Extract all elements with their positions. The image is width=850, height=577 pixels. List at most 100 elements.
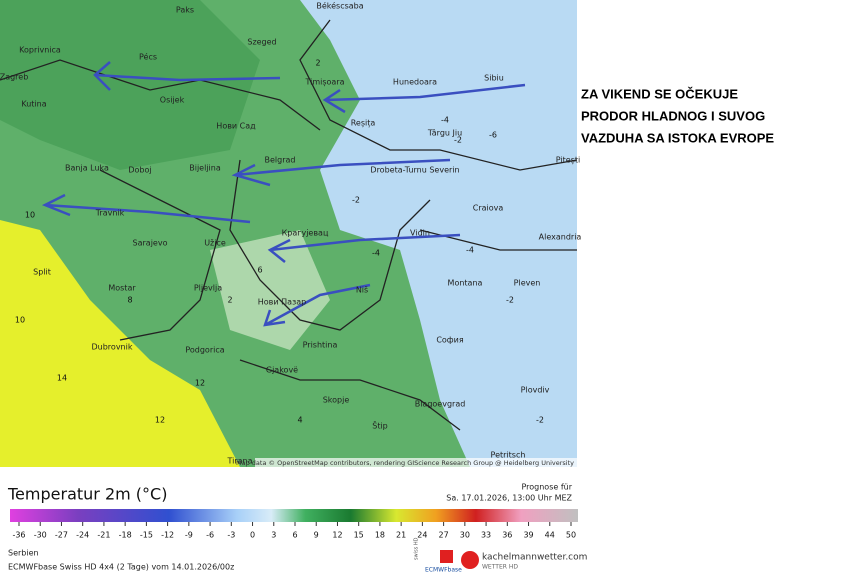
tick-label: 9 [314,531,319,540]
tick-label: -15 [140,531,153,540]
borders [0,19,578,431]
arrow [93,61,281,91]
tick-label: 15 [354,531,364,540]
city-label: Alexandria [539,233,582,242]
border [229,159,431,331]
city-label: Timișoara [304,78,344,88]
city-label: Pitești [556,156,580,166]
city-label: Reșița [351,119,376,129]
legend-title: Temperatur 2m (°C) [7,485,167,504]
city-label: Koprivnica [19,46,61,55]
city-label: Craiova [473,204,504,213]
green-area [0,0,260,170]
city-labels: Paks Békéscsaba Pécs Szeged Koprivnica Zagreb… [0,1,581,466]
city-label: Hunedoara [393,78,437,87]
isotherm-label: 10 [25,211,35,220]
forecast-date: Sa. 17.01.2026, 13:00 Uhr MEZ [446,494,572,503]
city-label: Pljevlja [194,284,222,293]
tick-label: 18 [375,531,385,540]
city-label: Paks [176,6,194,15]
site: kachelmannwetter.com [482,553,587,563]
isotherm-label: 2 [315,59,320,68]
tick-label: 44 [545,531,555,540]
footer-region: Serbien [8,549,39,558]
city-label: Banja Luka [65,164,109,173]
city-label: Split [33,268,51,277]
isotherm-label: -6 [489,131,497,140]
isotherm-label: -2 [506,296,514,305]
isotherm-label: 12 [195,379,205,388]
swiss-logo [440,550,453,563]
city-label: Skopje [323,396,350,405]
city-label: Нови Сад [216,122,256,131]
city-label: София [436,336,464,345]
isotherm-label: -2 [352,196,360,205]
tick-label: 6 [292,531,297,540]
logo-text: ECMWFbase [425,567,462,574]
city-label: Szeged [247,38,276,47]
tick-label: -24 [76,531,89,540]
annotation-line: PRODOR HLADNOG I SUVOG [581,108,765,123]
city-label: Niš [356,285,368,295]
city-label: Petritsch [491,451,526,460]
city-label: Tirana [226,457,252,466]
tick-label: 27 [439,531,449,540]
tick-label: -12 [161,531,174,540]
city-label: Békéscsaba [316,1,363,11]
isotherm-label: 8 [127,296,132,305]
tick-label: -27 [55,531,68,540]
tick-label: 50 [566,531,576,540]
tick-label: 30 [460,531,470,540]
city-label: Užice [204,239,226,248]
city-label: Drobeta-Turnu Severin [370,166,459,175]
city-label: Pleven [514,279,541,288]
isotherm-label: -2 [536,416,544,425]
city-label: Belgrad [265,156,296,165]
isotherm-label: -4 [441,116,449,125]
logo-text: swiss HD [414,537,420,560]
tick-label: 21 [396,531,406,540]
tick-label: -18 [119,531,132,540]
city-label: Prishtina [303,341,338,350]
isotherm-label: 4 [297,416,302,425]
tick-label: 33 [481,531,491,540]
city-label: Zagreb [0,73,28,82]
city-label: Plovdiv [521,386,550,395]
city-label: Vidin [410,229,430,238]
city-label: Travnik [95,209,125,218]
tick-label: -3 [227,531,235,540]
city-label: Крагујевац [282,229,329,238]
tick-label: 24 [417,531,427,540]
attribution: Map data © OpenStreetMap contributors, r… [236,459,574,467]
annotation-line: VAZDUHA SA ISTOKA EVROPE [581,130,774,145]
city-label: Mostar [108,284,136,293]
value-labels: 2 -2 -4 -6 10 14 12 6 -2 -4 2 8 -2 -4 -2 4 10 12 [15,59,544,425]
city-label: Montana [448,279,483,288]
map: Paks Békéscsaba Pécs Szeged Koprivnica Zagreb… [0,0,581,467]
arrow [322,83,526,114]
isotherm-label: 14 [57,374,67,383]
city-label: Pécs [139,52,157,62]
cold-area [300,0,577,467]
city-label: Doboj [128,166,151,175]
footer-model: ECMWFbase Swiss HD 4x4 (2 Tage) vom 14.0… [8,563,234,572]
city-label: Sarajevo [133,239,168,248]
tick-label: -6 [206,531,214,540]
city-label: Нови Пазар [258,298,307,307]
annotation-line: ZA VIKEND SE OČEKUJE [581,86,738,101]
forecast-label: Prognose für [521,483,572,492]
kachelmann-logo [461,551,479,569]
border [239,359,461,431]
isotherm-label: 6 [257,266,262,275]
arrow [41,193,251,224]
city-label: Sibiu [484,74,504,83]
border [0,59,321,131]
isotherm-label: -2 [454,136,462,145]
city-label: Osijek [160,96,185,105]
site-sub: WETTER HD [482,564,518,571]
isotherm-label: -4 [466,246,474,255]
arrow [267,233,461,263]
tick-label: -36 [12,531,25,540]
